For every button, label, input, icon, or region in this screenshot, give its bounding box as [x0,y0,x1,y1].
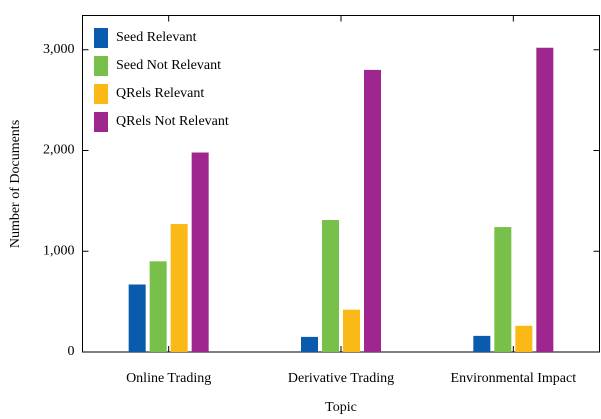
bar [515,325,533,352]
legend-swatch [94,112,108,132]
y-tick-label: 0 [68,344,75,359]
y-tick-label: 2,000 [43,143,75,158]
bar [343,309,360,352]
legend-swatch [94,56,108,76]
bar [191,152,209,352]
bar [301,336,318,352]
x-axis-label: Topic [325,400,357,415]
bar [494,227,512,352]
bar [170,224,188,352]
bar [536,47,554,352]
legend-label: QRels Relevant [116,86,204,101]
y-axis-label: Number of Documents [8,120,23,248]
legend-swatch [94,28,108,48]
x-tick-label: Derivative Trading [288,371,394,386]
legend-swatch [94,84,108,104]
legend-label: QRels Not Relevant [116,114,229,129]
bar [128,284,146,352]
y-tick-label: 3,000 [43,42,75,57]
legend-label: Seed Not Relevant [116,58,221,73]
legend-label: Seed Relevant [116,30,197,45]
bar [322,220,339,352]
bar [364,69,381,353]
y-tick-label: 1,000 [43,243,75,258]
x-tick-label: Online Trading [126,371,211,386]
bar [473,335,491,352]
x-tick-label: Environmental Impact [451,371,577,386]
bar [149,261,167,352]
